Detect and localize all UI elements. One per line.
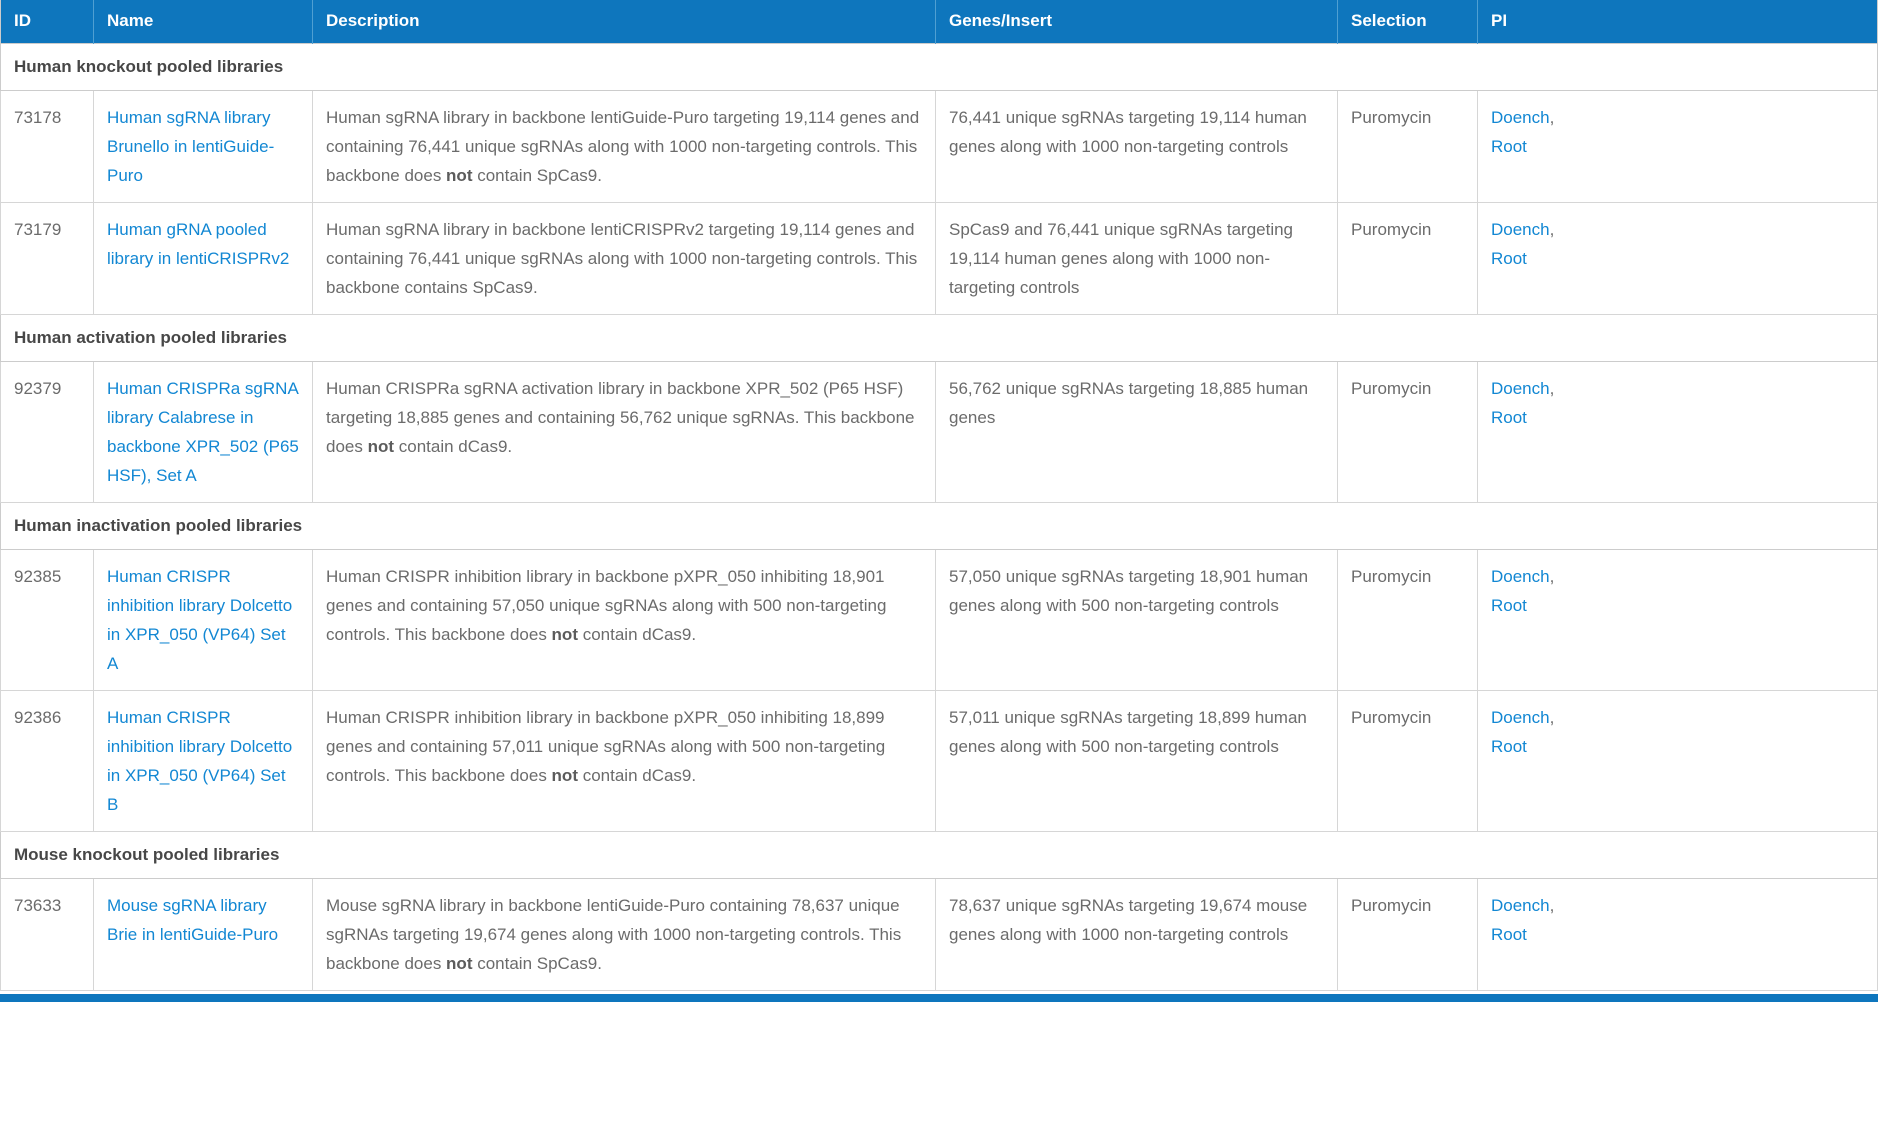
library-name-link[interactable]: Human sgRNA library Brunello in lentiGui… (107, 108, 275, 185)
pi-cell: Doench, Root (1477, 90, 1878, 203)
next-table-header-partial (0, 994, 1878, 1002)
pi-link[interactable]: Root (1491, 596, 1527, 615)
pi-cell: Doench, Root (1477, 361, 1878, 503)
table-row: 73179 Human gRNA pooled library in lentiC… (0, 202, 1878, 315)
description-cell: Human CRISPR inhibition library in backb… (312, 690, 936, 832)
section-title: Human inactivation pooled libraries (0, 502, 1878, 550)
pi-link[interactable]: Doench (1491, 567, 1550, 586)
description-cell: Human CRISPR inhibition library in backb… (312, 549, 936, 691)
plasmid-id-cell: 73178 (0, 90, 94, 203)
description-text: Human CRISPRa sgRNA activation library i… (326, 379, 915, 456)
description-bold-text: not (551, 625, 578, 644)
library-name-link[interactable]: Human CRISPR inhibition library Dolcetto… (107, 708, 293, 814)
selection-cell: Puromycin (1337, 361, 1478, 503)
description-cell: Human sgRNA library in backbone lentiCRI… (312, 202, 936, 315)
description-cell: Human sgRNA library in backbone lentiGui… (312, 90, 936, 203)
pi-link[interactable]: Doench (1491, 379, 1550, 398)
description-text: Human sgRNA library in backbone lentiCRI… (326, 220, 918, 297)
library-name-cell: Human CRISPRa sgRNA library Calabrese in… (93, 361, 313, 503)
section-title: Human knockout pooled libraries (0, 43, 1878, 91)
genes-insert-cell: 76,441 unique sgRNAs targeting 19,114 hu… (935, 90, 1338, 203)
column-header-id: ID (0, 0, 94, 44)
pi-cell: Doench, Root (1477, 202, 1878, 315)
column-header-description: Description (312, 0, 936, 44)
pi-cell: Doench, Root (1477, 690, 1878, 832)
genes-insert-cell: 56,762 unique sgRNAs targeting 18,885 hu… (935, 361, 1338, 503)
description-text: contain dCas9. (394, 437, 513, 456)
pi-link[interactable]: Root (1491, 408, 1527, 427)
section-header-row: Human knockout pooled libraries (0, 43, 1878, 91)
description-text: Mouse sgRNA library in backbone lentiGui… (326, 896, 902, 973)
genes-insert-cell: 57,050 unique sgRNAs targeting 18,901 hu… (935, 549, 1338, 691)
description-cell: Mouse sgRNA library in backbone lentiGui… (312, 878, 936, 991)
library-name-link[interactable]: Human CRISPRa sgRNA library Calabrese in… (107, 379, 299, 485)
pi-link[interactable]: Root (1491, 925, 1527, 944)
selection-cell: Puromycin (1337, 878, 1478, 991)
library-name-link[interactable]: Mouse sgRNA library Brie in lentiGuide-P… (107, 896, 279, 944)
table-row: 73633 Mouse sgRNA library Brie in lentiGu… (0, 878, 1878, 991)
column-header-name: Name (93, 0, 313, 44)
pi-cell: Doench, Root (1477, 878, 1878, 991)
pi-link[interactable]: Root (1491, 249, 1527, 268)
description-bold-text: not (446, 954, 473, 973)
description-text: Human CRISPR inhibition library in backb… (326, 567, 887, 644)
genes-insert-cell: SpCas9 and 76,441 unique sgRNAs targetin… (935, 202, 1338, 315)
description-text: contain dCas9. (577, 625, 697, 644)
description-text: contain SpCas9. (472, 166, 602, 185)
plasmid-id-cell: 92379 (0, 361, 94, 503)
pi-link[interactable]: Root (1491, 737, 1527, 756)
plasmid-id-cell: 73179 (0, 202, 94, 315)
description-text: contain SpCas9. (472, 954, 602, 973)
pi-link[interactable]: Doench (1491, 896, 1550, 915)
genes-insert-cell: 57,011 unique sgRNAs targeting 18,899 hu… (935, 690, 1338, 832)
selection-cell: Puromycin (1337, 202, 1478, 315)
section-title: Human activation pooled libraries (0, 314, 1878, 362)
library-name-cell: Human CRISPR inhibition library Dolcetto… (93, 549, 313, 691)
library-name-cell: Human gRNA pooled library in lentiCRISPR… (93, 202, 313, 315)
pooled-libraries-table: ID Name Description Genes/Insert Selecti… (0, 0, 1878, 991)
plasmid-id-cell: 73633 (0, 878, 94, 991)
library-name-cell: Human sgRNA library Brunello in lentiGui… (93, 90, 313, 203)
description-text: contain dCas9. (577, 766, 697, 785)
library-name-link[interactable]: Human CRISPR inhibition library Dolcetto… (107, 567, 293, 673)
description-bold-text: not (551, 766, 578, 785)
column-header-selection: Selection (1337, 0, 1478, 44)
selection-cell: Puromycin (1337, 690, 1478, 832)
description-text: Human CRISPR inhibition library in backb… (326, 708, 886, 785)
plasmid-id-cell: 92386 (0, 690, 94, 832)
table-header: ID Name Description Genes/Insert Selecti… (0, 0, 1878, 44)
column-header-pi: PI (1477, 0, 1878, 44)
description-cell: Human CRISPRa sgRNA activation library i… (312, 361, 936, 503)
description-text: Human sgRNA library in backbone lentiGui… (326, 108, 920, 185)
table-header-row: ID Name Description Genes/Insert Selecti… (0, 0, 1878, 44)
section-header-row: Human inactivation pooled libraries (0, 502, 1878, 550)
table-row: 92379 Human CRISPRa sgRNA library Calabre… (0, 361, 1878, 503)
selection-cell: Puromycin (1337, 549, 1478, 691)
plasmid-id-cell: 92385 (0, 549, 94, 691)
library-name-link[interactable]: Human gRNA pooled library in lentiCRISPR… (107, 220, 290, 268)
section-header-row: Human activation pooled libraries (0, 314, 1878, 362)
table-row: 92386 Human CRISPR inhibition library Dol… (0, 690, 1878, 832)
section-title: Mouse knockout pooled libraries (0, 831, 1878, 879)
pi-link[interactable]: Root (1491, 137, 1527, 156)
library-name-cell: Mouse sgRNA library Brie in lentiGuide-P… (93, 878, 313, 991)
selection-cell: Puromycin (1337, 90, 1478, 203)
pi-link[interactable]: Doench (1491, 708, 1550, 727)
pi-cell: Doench, Root (1477, 549, 1878, 691)
description-bold-text: not (367, 437, 395, 456)
table-row: 73178 Human sgRNA library Brunello in len… (0, 90, 1878, 203)
description-bold-text: not (446, 166, 473, 185)
column-header-genes-insert: Genes/Insert (935, 0, 1338, 44)
library-name-cell: Human CRISPR inhibition library Dolcetto… (93, 690, 313, 832)
pi-link[interactable]: Doench (1491, 220, 1550, 239)
genes-insert-cell: 78,637 unique sgRNAs targeting 19,674 mo… (935, 878, 1338, 991)
table-body: Human knockout pooled libraries 73178 Huma… (0, 43, 1878, 991)
pi-link[interactable]: Doench (1491, 108, 1550, 127)
table-row: 92385 Human CRISPR inhibition library Dol… (0, 549, 1878, 691)
section-header-row: Mouse knockout pooled libraries (0, 831, 1878, 879)
